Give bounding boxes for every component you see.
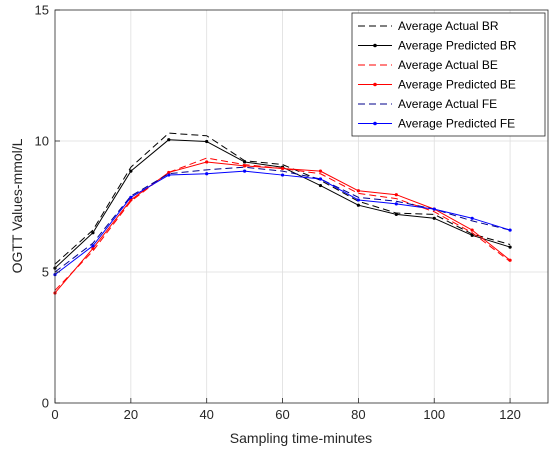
series-point-2: [129, 169, 133, 173]
series-point-6: [356, 198, 360, 202]
series-point-2: [470, 233, 474, 237]
y-tick-label: 5: [42, 265, 49, 280]
series-point-4: [91, 246, 95, 251]
legend-marker: [373, 82, 377, 87]
series-point-4: [318, 169, 323, 173]
series-line-1: [54, 132, 511, 265]
y-tick-label: 0: [42, 396, 49, 411]
series-point-6: [280, 173, 285, 177]
legend-entry-label: Average Actual BE: [398, 58, 498, 72]
legend-marker: [373, 121, 377, 126]
series-point-6: [508, 228, 512, 232]
series-point-4: [508, 258, 512, 262]
series-line-3: [54, 157, 511, 291]
series-point-2: [91, 231, 95, 235]
x-tick-label: 100: [423, 407, 445, 422]
series-point-6: [205, 172, 209, 176]
series-point-4: [205, 160, 209, 164]
series-point-2: [318, 183, 323, 188]
series-point-2: [167, 138, 171, 142]
x-tick-label: 20: [124, 407, 138, 422]
y-axis-label: OGTT Values-mmol/L: [9, 138, 25, 273]
series-point-4: [280, 166, 285, 171]
series-point-6: [318, 177, 323, 181]
series-point-6: [432, 207, 436, 211]
legend-entry-label: Average Predicted BR: [398, 39, 517, 53]
x-tick-label: 40: [199, 407, 213, 422]
x-tick-label: 80: [351, 407, 365, 422]
legend-entry-label: Average Predicted BE: [398, 78, 516, 92]
series-point-4: [167, 170, 171, 175]
series-point-2: [508, 245, 512, 249]
plot-frame: [54, 9, 549, 404]
legend-entry-label: Average Actual FE: [398, 97, 497, 111]
series-point-4: [356, 189, 360, 193]
y-tick-label: 15: [35, 3, 49, 18]
x-axis-label: Sampling time-minutes: [230, 430, 372, 446]
series-point-4: [470, 228, 474, 232]
series-point-2: [394, 212, 398, 216]
legend-marker: [373, 43, 377, 48]
series-point-6: [167, 173, 171, 177]
series-point-4: [394, 193, 398, 197]
series-point-6: [129, 195, 133, 199]
x-tick-label: 60: [275, 407, 289, 422]
series-point-6: [91, 244, 95, 248]
series-point-6: [243, 169, 247, 173]
series-point-4: [243, 164, 247, 168]
legend: Average Actual BR Average Predicted BR Ave…: [351, 12, 546, 137]
series-point-6: [394, 202, 398, 206]
legend-entry-label: Average Actual BR: [398, 19, 499, 33]
legend-entry-label: Average Predicted FE: [398, 117, 515, 131]
x-tick-label: 0: [51, 407, 58, 422]
y-tick-label: 10: [35, 134, 49, 149]
series-point-2: [243, 160, 247, 164]
series-lines: [53, 132, 512, 295]
legend-box: [351, 12, 546, 137]
series-point-2: [432, 216, 436, 220]
series-point-6: [470, 216, 474, 220]
series-point-2: [356, 203, 360, 207]
axis-ticks: 0 20 40 60 80 100 120 0 5 10 15: [35, 3, 521, 423]
x-tick-label: 120: [499, 407, 521, 422]
series-point-2: [205, 139, 209, 144]
